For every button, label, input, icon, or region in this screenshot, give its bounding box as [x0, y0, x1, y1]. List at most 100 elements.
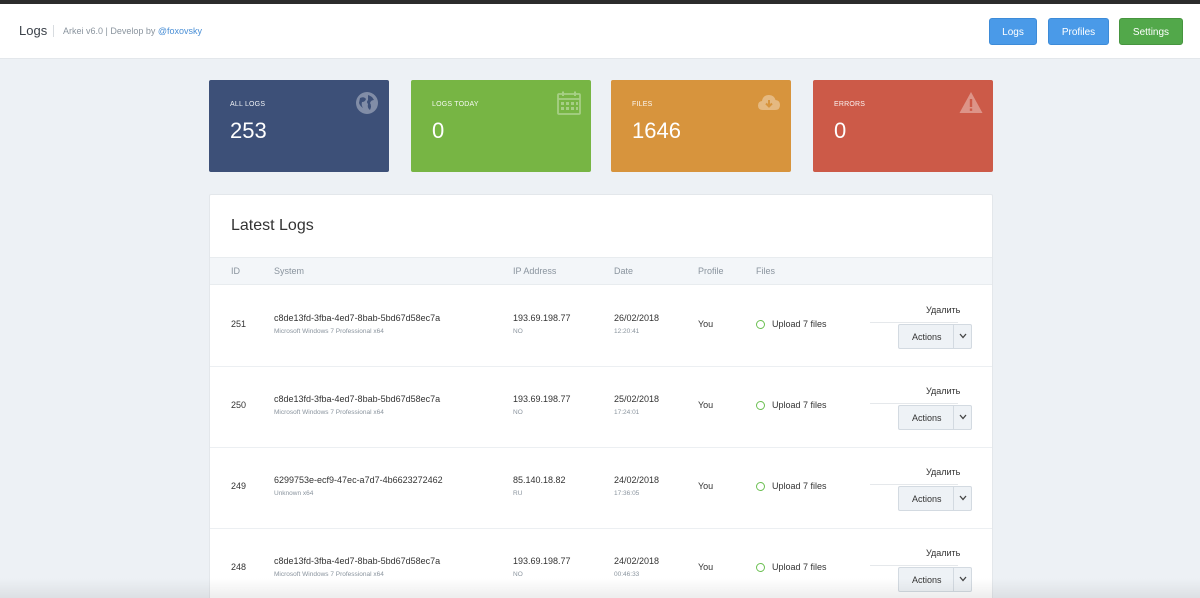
stat-label: ALL LOGS: [230, 101, 266, 108]
top-header: Logs Arkei v6.0 | Develop by @foxovsky L…: [0, 4, 1200, 59]
row-os: Microsoft Windows 7 Professional x64: [274, 328, 384, 335]
stat-card-files: FILES 1646: [611, 80, 791, 172]
row-id: 248: [231, 562, 247, 572]
calendar-icon: [557, 91, 581, 115]
table-row: 251 c8de13fd-3fba-4ed7-8bab-5bd67d58ec7a…: [210, 286, 992, 367]
stat-label: FILES: [632, 101, 653, 108]
row-time: 17:24:01: [614, 409, 640, 416]
latest-logs-panel: Latest Logs ID System IP Address Date Pr…: [209, 194, 993, 598]
globe-icon: [356, 92, 378, 114]
top-border: [0, 0, 1200, 4]
stat-value: 1646: [632, 118, 681, 143]
column-header-profile: Profile: [698, 266, 724, 276]
actions-dropdown[interactable]: Actions: [898, 567, 972, 592]
row-ip: 85.140.18.82: [513, 475, 566, 485]
row-profile: You: [698, 400, 714, 410]
table-row: 248 c8de13fd-3fba-4ed7-8bab-5bd67d58ec7a…: [210, 529, 992, 598]
row-os: Microsoft Windows 7 Professional x64: [274, 409, 384, 416]
row-ip: 193.69.198.77: [513, 556, 571, 566]
actions-divider: [870, 403, 958, 404]
actions-divider: [870, 322, 958, 323]
app-version-text: Arkei v6.0 | Develop by @foxovsky: [63, 26, 202, 36]
chevron-down-icon: [959, 576, 967, 582]
stat-value: 253: [230, 118, 267, 143]
column-header-files: Files: [756, 266, 776, 276]
profiles-button[interactable]: Profiles: [1048, 18, 1109, 45]
row-files: Upload 7 files: [772, 400, 827, 410]
row-date: 24/02/2018: [614, 556, 660, 566]
delete-link[interactable]: Удалить: [926, 467, 961, 477]
actions-caret[interactable]: [953, 568, 972, 591]
row-time: 00:46:33: [614, 571, 640, 578]
stat-label: ERRORS: [834, 101, 866, 108]
actions-label[interactable]: Actions: [912, 413, 942, 423]
row-id: 250: [231, 400, 247, 410]
row-system-id: 6299753e-ecf9-47ec-a7d7-4b6623272462: [274, 475, 443, 485]
actions-label[interactable]: Actions: [912, 494, 942, 504]
delete-link[interactable]: Удалить: [926, 305, 961, 315]
logs-button[interactable]: Logs: [989, 18, 1037, 45]
row-country: NO: [513, 409, 523, 416]
panel-title: Latest Logs: [231, 217, 314, 234]
stat-card-errors: ERRORS 0: [813, 80, 993, 172]
chevron-down-icon: [959, 414, 967, 420]
column-header-id: ID: [231, 266, 240, 276]
status-circle-icon: [756, 563, 765, 572]
actions-caret[interactable]: [953, 325, 972, 348]
column-header-system: System: [274, 266, 305, 276]
column-header-date: Date: [614, 266, 634, 276]
row-os: Microsoft Windows 7 Professional x64: [274, 571, 384, 578]
row-id: 251: [231, 319, 247, 329]
row-country: NO: [513, 328, 523, 335]
row-system-id: c8de13fd-3fba-4ed7-8bab-5bd67d58ec7a: [274, 394, 441, 404]
delete-link[interactable]: Удалить: [926, 548, 961, 558]
stat-value: 0: [834, 118, 847, 143]
row-date: 25/02/2018: [614, 394, 660, 404]
row-profile: You: [698, 481, 714, 491]
stat-label: LOGS TODAY: [432, 101, 479, 108]
actions-label[interactable]: Actions: [912, 332, 942, 342]
settings-button[interactable]: Settings: [1119, 18, 1183, 45]
row-date: 26/02/2018: [614, 313, 660, 323]
stat-value: 0: [432, 118, 445, 143]
header-divider: [53, 25, 54, 37]
actions-dropdown[interactable]: Actions: [898, 486, 972, 511]
row-ip: 193.69.198.77: [513, 394, 571, 404]
row-profile: You: [698, 562, 714, 572]
row-files: Upload 7 files: [772, 319, 827, 329]
row-date: 24/02/2018: [614, 475, 660, 485]
row-files: Upload 7 files: [772, 481, 827, 491]
actions-divider: [870, 484, 958, 485]
row-country: NO: [513, 571, 523, 578]
row-system-id: c8de13fd-3fba-4ed7-8bab-5bd67d58ec7a: [274, 313, 441, 323]
chevron-down-icon: [959, 333, 967, 339]
row-id: 249: [231, 481, 247, 491]
status-circle-icon: [756, 320, 765, 329]
row-ip: 193.69.198.77: [513, 313, 571, 323]
page-title: Logs: [19, 23, 48, 38]
stat-card-all-logs: ALL LOGS 253: [209, 80, 389, 172]
actions-caret[interactable]: [953, 487, 972, 510]
table-header: ID System IP Address Date Profile Files: [210, 257, 992, 285]
delete-link[interactable]: Удалить: [926, 386, 961, 396]
column-header-ip: IP Address: [513, 266, 557, 276]
actions-divider: [870, 565, 958, 566]
version-label: Arkei v6.0 | Develop by: [63, 26, 158, 36]
actions-dropdown[interactable]: Actions: [898, 324, 972, 349]
row-os: Unknown x64: [274, 490, 314, 497]
developer-link[interactable]: @foxovsky: [157, 26, 203, 36]
actions-caret[interactable]: [953, 406, 972, 429]
table-row: 249 6299753e-ecf9-47ec-a7d7-4b6623272462…: [210, 448, 992, 529]
actions-dropdown[interactable]: Actions: [898, 405, 972, 430]
row-files: Upload 7 files: [772, 562, 827, 572]
cloud-download-icon: [758, 95, 780, 110]
table-row: 250 c8de13fd-3fba-4ed7-8bab-5bd67d58ec7a…: [210, 367, 992, 448]
status-circle-icon: [756, 401, 765, 410]
stat-card-logs-today: LOGS TODAY 0: [411, 80, 591, 172]
row-system-id: c8de13fd-3fba-4ed7-8bab-5bd67d58ec7a: [274, 556, 441, 566]
actions-label[interactable]: Actions: [912, 575, 942, 585]
row-profile: You: [698, 319, 714, 329]
warning-icon: [959, 92, 983, 113]
row-time: 12:20:41: [614, 328, 640, 335]
row-country: RU: [513, 490, 523, 497]
